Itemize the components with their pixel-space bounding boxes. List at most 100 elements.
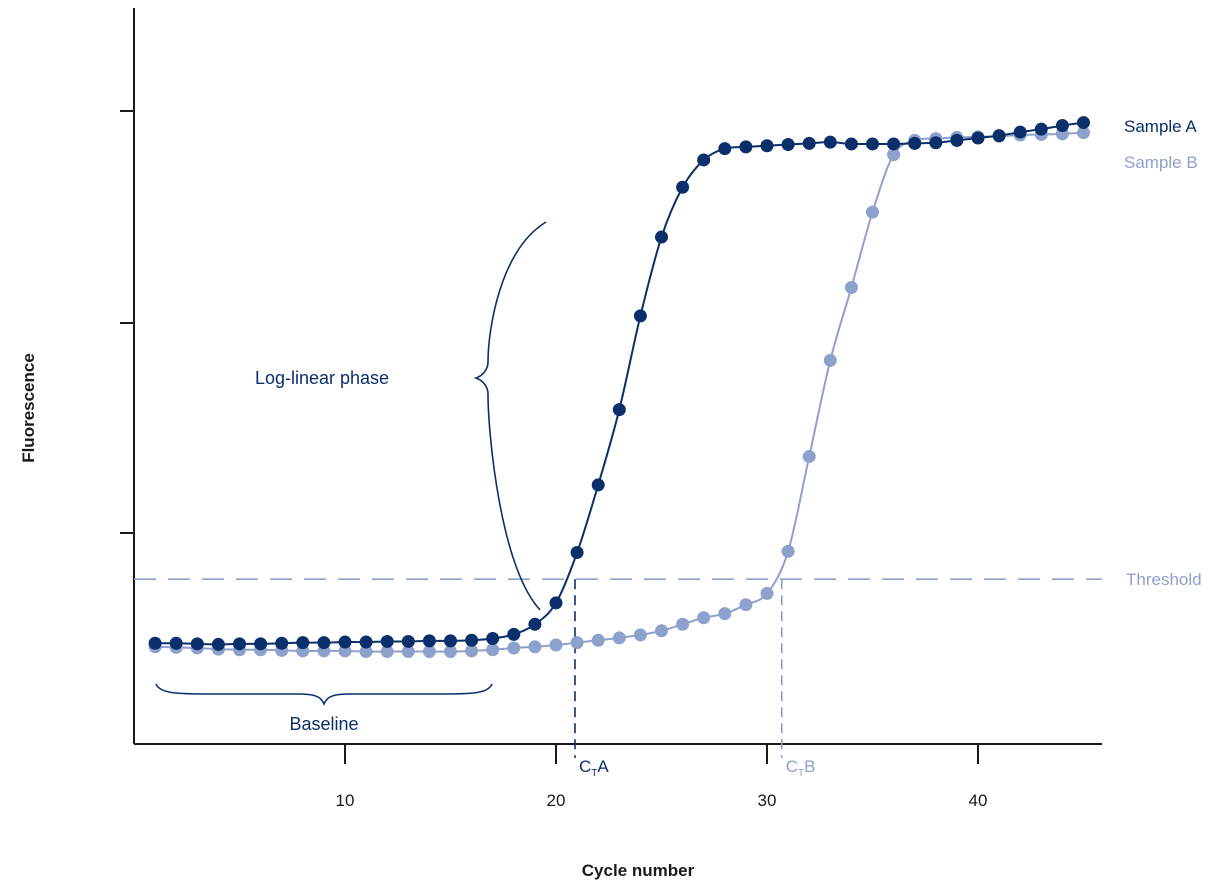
ct-label: CTB [786, 757, 816, 779]
data-point [422, 645, 436, 659]
x-tick-label: 40 [969, 791, 988, 810]
threshold: Threshold [134, 570, 1202, 589]
data-point [655, 624, 668, 638]
data-point [612, 403, 626, 417]
log-linear-brace [473, 221, 547, 611]
data-point [169, 636, 183, 650]
data-point [401, 634, 415, 648]
data-point [802, 449, 816, 463]
ct-markers: CTA CTB [574, 579, 816, 779]
data-point [275, 636, 289, 650]
data-point [549, 596, 563, 610]
data-point [929, 136, 943, 150]
data-point [739, 140, 753, 154]
x-axis-title: Cycle number [582, 861, 695, 880]
data-point [1055, 119, 1069, 133]
data-point [718, 607, 732, 621]
data-point [359, 645, 373, 659]
data-point [802, 136, 816, 150]
data-point [823, 353, 837, 367]
x-tick-label: 20 [547, 791, 566, 810]
data-point [528, 640, 542, 654]
data-point [908, 136, 922, 150]
data-point [422, 634, 436, 648]
x-ticks: 10 20 30 40 [336, 744, 988, 810]
data-point [338, 635, 352, 649]
data-point [444, 634, 457, 648]
data-point [1077, 126, 1090, 140]
data-point [296, 636, 310, 650]
data-point [887, 137, 901, 151]
y-axis-title: Fluorescence [19, 353, 38, 463]
data-point [507, 641, 521, 655]
data-point [380, 645, 394, 659]
data-point [211, 637, 225, 651]
data-point [866, 137, 879, 151]
series-sample-b [148, 126, 1090, 659]
series-labels: Sample A Sample B [1124, 117, 1198, 172]
data-point [1034, 122, 1048, 136]
series-line [155, 131, 1084, 653]
data-point [844, 137, 858, 151]
data-point [676, 180, 690, 194]
data-point [992, 129, 1006, 143]
series-sample-a [148, 116, 1090, 651]
y-ticks [120, 110, 134, 534]
data-point [254, 637, 268, 651]
series-layer [148, 116, 1090, 659]
data-point [591, 633, 605, 647]
data-point [338, 644, 352, 658]
data-point [781, 544, 795, 558]
data-point [233, 637, 246, 651]
baseline-label: Baseline [289, 714, 358, 734]
data-point [507, 627, 521, 641]
data-point [760, 586, 774, 600]
data-point [465, 644, 479, 658]
data-point [317, 636, 331, 650]
data-point [401, 645, 415, 659]
data-point [591, 478, 605, 492]
data-point [950, 133, 964, 147]
series-label: Sample B [1124, 153, 1198, 172]
data-point [760, 139, 774, 153]
data-point [844, 280, 858, 294]
data-point [549, 638, 563, 652]
data-point [486, 643, 500, 657]
axes [133, 8, 1102, 745]
data-point [359, 635, 373, 649]
threshold-label: Threshold [1126, 570, 1202, 589]
data-point [1013, 125, 1027, 139]
data-point [444, 645, 457, 659]
log-linear-label: Log-linear phase [255, 368, 389, 388]
data-point [697, 611, 711, 625]
data-point [739, 598, 753, 612]
baseline-brace [155, 683, 493, 706]
data-point [486, 632, 500, 646]
data-point [612, 631, 626, 645]
series-label: Sample A [1124, 117, 1197, 136]
data-point [1077, 116, 1090, 130]
data-point [718, 142, 732, 156]
data-point [971, 131, 985, 145]
data-point [655, 230, 668, 244]
data-point [570, 636, 584, 650]
data-point [190, 637, 204, 651]
annotations: Log-linear phase Baseline [155, 221, 547, 734]
data-point [697, 153, 711, 167]
data-point [676, 617, 690, 631]
data-point [633, 628, 647, 642]
data-point [380, 634, 394, 648]
data-point [570, 546, 584, 560]
data-point [866, 205, 879, 219]
data-point [633, 309, 647, 323]
data-point [528, 617, 542, 631]
data-point [781, 138, 795, 152]
x-tick-label: 30 [758, 791, 777, 810]
data-point [148, 636, 162, 650]
data-point [823, 135, 837, 149]
ct-label: CTA [579, 757, 609, 779]
data-point [887, 148, 901, 162]
data-point [465, 633, 479, 647]
x-tick-label: 10 [336, 791, 355, 810]
